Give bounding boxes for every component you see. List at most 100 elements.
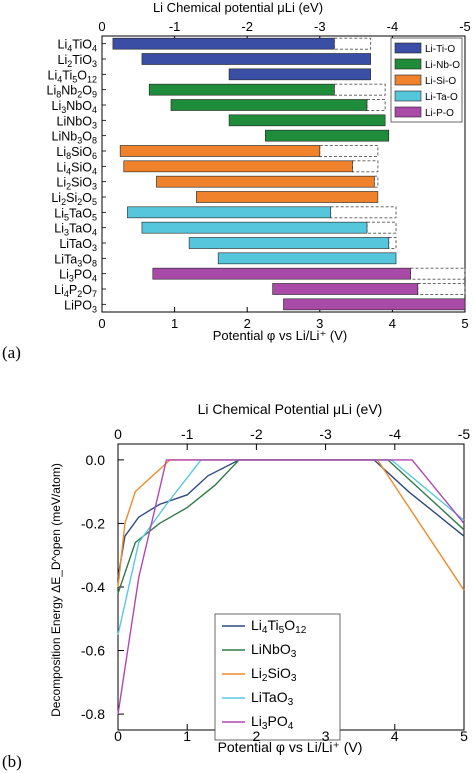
x2-tick-label: -2 [250, 426, 263, 442]
stability-window-extension [366, 221, 397, 234]
stability-window-bar [141, 221, 368, 234]
panel-b-series-lines [117, 459, 465, 715]
stability-window-extension [333, 37, 372, 50]
stability-window-bar [188, 237, 390, 249]
x-tick-label: 4 [389, 316, 396, 331]
x-tick-label: 4 [391, 728, 399, 744]
stability-window-bar [148, 83, 335, 96]
y-tick-label: -0.4 [81, 579, 105, 595]
y-tick-label: 0.0 [86, 452, 106, 468]
legend-label: LiTaO3​ [251, 689, 294, 708]
compound-label: Li8​SiO6​ [56, 145, 97, 161]
series-line [117, 459, 465, 635]
compound-label: Li2​TiO3​ [58, 53, 97, 69]
stability-window-extension [410, 267, 466, 280]
panel-a-bottom-axis-title: Potential φ vs Li/Li⁺ (V) [213, 328, 348, 343]
x2-tick-label: -5 [459, 19, 471, 34]
panel-b-top-tick-labels: 0 -1 -2 -3 -4 -5 [114, 426, 470, 442]
legend-swatch [394, 58, 422, 70]
compound-label: LiNb3​O8​ [52, 130, 97, 146]
stability-window-extension [352, 160, 379, 173]
legend-swatch [394, 42, 422, 54]
panel-a-bars [112, 37, 466, 311]
series-line [117, 459, 465, 591]
panel-a-legend: Li-Ti-O Li-Nb-O Li-Si-O Li-Ta-O Li-P-O [390, 37, 463, 123]
x-tick-label: 5 [460, 728, 468, 744]
x-tick-label: 2 [253, 728, 261, 744]
panel-a-top-axis-title: Li Chemical potential μLi (eV) [153, 0, 323, 15]
panel-a-label: (a) [2, 343, 21, 362]
legend-label: LiNbO3​ [251, 641, 297, 660]
stability-window-bar [119, 145, 321, 157]
compound-label: Li2​SiO3​ [56, 176, 97, 192]
legend-label: Li-P-O [425, 108, 454, 119]
panel-b-top-axis-title: Li Chemical Potential μLi (eV) [198, 401, 383, 417]
x2-tick-label: -5 [458, 426, 471, 442]
compound-label: Li3​NbO4​ [52, 99, 97, 115]
x2-tick-label: -4 [387, 19, 399, 34]
panel-b-bottom-axis-title: Potential φ vs Li/Li⁺ (V) [218, 739, 363, 755]
x-tick-label: 2 [244, 316, 251, 331]
panel-a-compound-labels: Li4​TiO4​Li2​TiO3​Li4​Ti5​O12​Li8​Nb2​O9… [47, 38, 98, 315]
y-tick-label: -0.8 [81, 706, 105, 722]
stability-window-bar [170, 99, 368, 111]
x-tick-label: 5 [461, 316, 468, 331]
x2-tick-label: 0 [98, 19, 105, 34]
panel-b-chart: Li Chemical Potential μLi (eV) 0 -1 -2 -3 -4… [2, 401, 470, 771]
legend-label: Li-Ta-O [425, 92, 458, 103]
compound-label: Li3​PO4​ [59, 268, 97, 284]
stability-window-bar [156, 175, 375, 188]
panel-b-bottom-tick-labels: 0 1 2 3 4 5 [114, 728, 468, 744]
compound-label: LiTa3​O8​ [54, 252, 97, 268]
x2-tick-label: -3 [314, 19, 326, 34]
compound-label: LiPO3​ [64, 298, 97, 314]
stability-window-bar [265, 129, 390, 142]
legend-label: Li-Nb-O [425, 60, 460, 71]
x-tick-label: 0 [98, 316, 105, 331]
x-tick-label: 0 [114, 728, 122, 744]
stability-window-bar [152, 267, 411, 280]
y-tick-label: -0.2 [81, 515, 105, 531]
stability-window-extension [366, 99, 386, 111]
stability-window-bar [228, 114, 386, 127]
compound-label: Li4​P2​O7​ [54, 283, 97, 299]
compound-label: Li5​TaO5​ [54, 206, 97, 222]
panel-b-tick-marks [117, 444, 465, 730]
panel-b-legend: Li4​Ti5​O12​ LiNbO3​ Li2​SiO3​ LiTaO3​ Li3​P… [214, 613, 341, 741]
panel-b-y-axis-title: Decomposition Energy ΔE_D^open (meV/atom… [49, 463, 63, 717]
legend-label: Li2​SiO3​ [251, 665, 297, 684]
stability-window-extension [333, 83, 386, 96]
stability-window-bar [283, 298, 466, 311]
legend-label: Li-Si-O [425, 76, 456, 87]
series-line [117, 459, 465, 594]
compound-label: Li8​Nb2​O9​ [47, 84, 98, 100]
compound-label: Li3​TaO4​ [54, 222, 97, 238]
panel-a-chart: Li Chemical potential μLi (eV) 0 -1 -2 -3 -4… [2, 0, 471, 362]
stability-window-extension [330, 206, 397, 219]
y-tick-label: -0.6 [81, 643, 105, 659]
compound-label: LiNbO3​ [57, 114, 97, 130]
series-line [117, 459, 465, 578]
stability-window-extension [373, 175, 379, 188]
stability-window-bar [196, 191, 379, 203]
compound-label: LiTaO3​ [59, 237, 97, 253]
x-tick-label: 1 [183, 728, 191, 744]
stability-window-bar [141, 53, 371, 65]
panel-b-label: (b) [2, 752, 22, 771]
legend-label: Li-Ti-O [425, 44, 455, 55]
panel-b-y-tick-labels: 0.0 -0.2 -0.4 -0.6 -0.8 [81, 452, 105, 722]
x2-tick-label: -4 [389, 426, 402, 442]
legend-box [214, 613, 341, 741]
stability-window-extension [417, 283, 466, 295]
stability-window-bar [272, 283, 419, 295]
stability-window-bar [217, 252, 397, 265]
compound-label: Li4​TiO4​ [58, 38, 97, 54]
stability-window-bar [127, 206, 331, 219]
compound-label: Li2​Si2​O5​ [51, 191, 97, 207]
series-line [117, 459, 465, 715]
panel-a-bottom-tick-labels: 0 1 2 3 4 5 [98, 316, 468, 331]
stability-window-bar [123, 160, 353, 173]
compound-label: Li4​SiO4​ [56, 160, 97, 176]
x2-tick-label: -1 [169, 19, 181, 34]
